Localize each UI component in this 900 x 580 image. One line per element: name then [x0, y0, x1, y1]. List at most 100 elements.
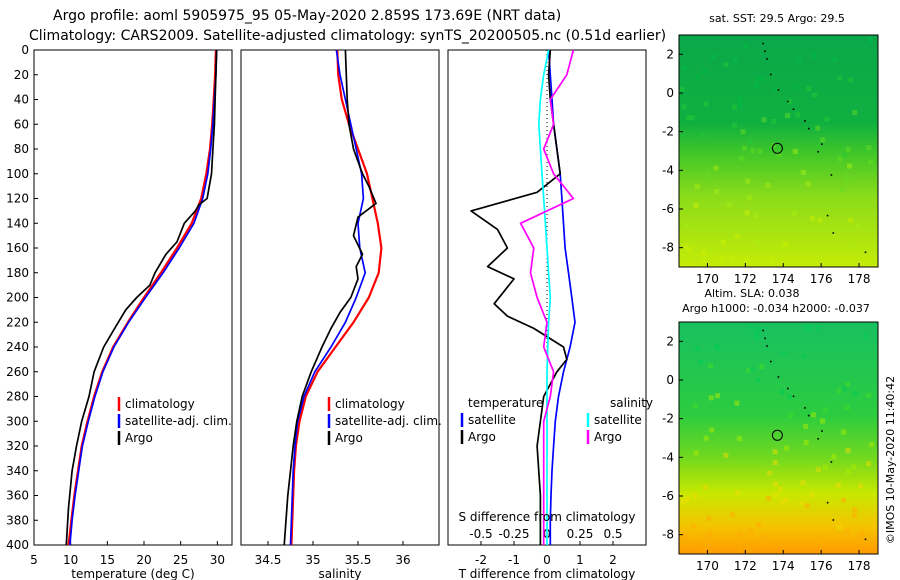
island-dot — [764, 337, 766, 340]
map-cell — [757, 148, 763, 154]
map-cell — [780, 500, 786, 506]
map-cell — [726, 202, 732, 208]
map-cell — [742, 145, 748, 151]
map-cell — [811, 412, 816, 418]
island-marks — [762, 329, 867, 541]
map-cell — [732, 122, 738, 128]
salinity-tick-labels: 34.5 35 35.5 36 — [255, 541, 411, 567]
island-dot — [821, 430, 823, 432]
t-difference-tick-label: 1 — [576, 553, 584, 567]
longitude-tick-label: 172 — [734, 272, 757, 286]
latitude-tick-label: -4 — [662, 450, 674, 464]
legend-label-climatology: climatology — [125, 397, 195, 411]
map-cell — [866, 392, 872, 398]
sst-map-frame — [678, 34, 879, 268]
map-cell — [823, 407, 829, 413]
depth-tick-label: 200 — [6, 291, 29, 305]
map-cell — [744, 210, 750, 216]
map-cell — [837, 156, 843, 162]
map-cell — [800, 169, 806, 175]
map-cell — [845, 469, 851, 475]
temperature-tick-label: 20 — [136, 553, 151, 567]
t-difference-xlabel: T difference from climatology — [458, 567, 636, 580]
map-cell — [754, 83, 760, 89]
sst-map-panel: sat. SST: 29.5 Argo: 29.5 170 172 174 176 17… — [662, 12, 879, 286]
depth-tick-label: 340 — [6, 464, 29, 478]
latitude-tick-label: 0 — [666, 373, 674, 387]
island-dot — [792, 108, 795, 111]
map-cell — [681, 104, 687, 110]
map-cell — [733, 58, 739, 64]
map-cell — [760, 77, 766, 82]
map-cell — [848, 218, 854, 224]
map-cell — [715, 346, 721, 352]
temperature-panel: 0 20 40 60 80 100 120 140 160 180 200 220 240 260 280 3… — [6, 43, 233, 580]
depth-tick-label: 180 — [6, 266, 29, 280]
map-cell — [745, 367, 751, 373]
depth-tick-label: 320 — [6, 439, 29, 453]
map-cell — [713, 165, 719, 171]
map-cell — [801, 353, 807, 359]
salinity-series — [283, 49, 383, 546]
map-cell — [809, 492, 815, 498]
island-dot — [787, 100, 789, 103]
map-cell — [694, 183, 700, 189]
depth-tick-label: 300 — [6, 414, 29, 428]
map-cell — [788, 413, 794, 419]
depth-tick-label: 60 — [14, 117, 29, 131]
map-cell — [850, 242, 856, 248]
map-cell — [844, 405, 850, 410]
latitude-tick-label: -4 — [662, 163, 674, 177]
map-cell — [782, 241, 788, 247]
map-cell — [703, 484, 709, 490]
map-cell — [851, 464, 857, 470]
map-cell — [703, 101, 709, 107]
map-cell — [831, 454, 837, 459]
depth-tick-label: 100 — [6, 167, 29, 181]
island-dot — [864, 251, 867, 254]
island-dot — [770, 360, 772, 363]
sst-latitude-ticks: 2 0 -2 -4 -6 -8 — [662, 47, 683, 255]
temperature-axes-frame — [33, 49, 233, 546]
map-cell — [748, 324, 754, 330]
depth-tick-label: 260 — [6, 365, 29, 379]
map-cell — [701, 249, 707, 255]
map-cell — [737, 96, 743, 102]
legend-label-climatology: climatology — [335, 397, 405, 411]
map-cell — [845, 146, 851, 152]
salinity-tick-label: 36 — [395, 553, 410, 567]
map-cell — [684, 496, 690, 502]
map-cell — [715, 393, 721, 399]
argo-location-marker — [771, 142, 783, 154]
map-cell — [767, 470, 773, 476]
series-line-climatology — [290, 49, 383, 546]
temperature-tick-label: 25 — [173, 553, 188, 567]
map-cell — [704, 172, 710, 178]
temperature-tick-label: 5 — [30, 553, 38, 567]
map-cell — [812, 53, 818, 59]
map-cell — [765, 182, 771, 188]
map-cell — [795, 112, 801, 118]
longitude-tick-label: 178 — [848, 559, 871, 573]
series-line-temperature-argo — [470, 49, 568, 545]
map-cell — [720, 239, 726, 245]
island-dot — [817, 151, 819, 153]
map-cell — [686, 114, 691, 120]
legend-label-satellite: satellite-adj. clim. — [335, 414, 442, 428]
map-cell — [746, 547, 752, 552]
map-cell — [686, 247, 692, 253]
map-cell — [824, 116, 830, 122]
map-cell — [771, 119, 777, 124]
series-line-climatology — [67, 49, 217, 546]
map-cell — [730, 254, 736, 260]
map-cell — [791, 211, 797, 217]
s-difference-tick-labels: -0.5 -0.25 0 0.25 0.5 — [469, 527, 622, 541]
map-cell — [836, 524, 842, 530]
island-dot — [864, 538, 867, 541]
map-cell — [740, 129, 746, 135]
longitude-tick-label: 170 — [696, 272, 719, 286]
map-cell — [866, 145, 872, 151]
island-dot — [826, 214, 829, 217]
sla-map-frame — [678, 321, 879, 555]
